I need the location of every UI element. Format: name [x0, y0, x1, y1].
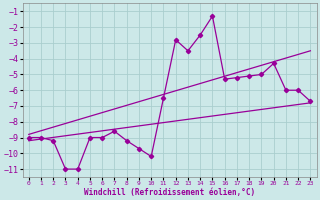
X-axis label: Windchill (Refroidissement éolien,°C): Windchill (Refroidissement éolien,°C)	[84, 188, 255, 197]
